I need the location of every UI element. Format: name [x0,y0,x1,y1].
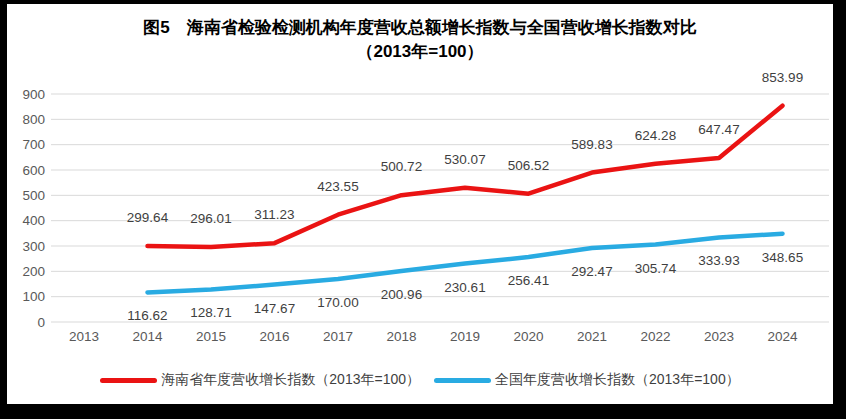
data-label-hainan: 647.47 [698,122,739,137]
x-axis-tick-label: 2019 [450,329,480,344]
line-chart-plot-area: 0 100 200 300 400 500 600 700 800 900 2013 2014 2015… [7,4,833,404]
data-label-national: 200.96 [381,287,422,302]
x-axis-tick-label: 2015 [196,329,226,344]
data-label-hainan: 589.83 [571,137,612,152]
legend-swatch-red-line [100,378,157,383]
data-label-hainan: 311.23 [254,207,294,222]
chart-legend: 海南省年度营收增长指数（2013年=100） 全国年度营收增长指数（2013年=… [7,371,833,389]
data-label-hainan: 530.07 [444,152,485,167]
legend-item-hainan: 海南省年度营收增长指数（2013年=100） [100,371,420,389]
x-axis-tick-label: 2023 [704,329,734,344]
x-axis-tick-label: 2016 [259,329,289,344]
y-axis-tick-label: 200 [22,264,45,279]
data-label-national: 116.62 [127,308,167,323]
y-axis-tick-label: 800 [22,112,45,127]
data-label-national: 305.74 [635,261,677,276]
data-label-hainan: 853.99 [762,70,803,85]
x-axis-tick-label: 2013 [69,329,99,344]
y-axis-tick-label: 100 [22,289,45,304]
x-axis-tick-label: 2024 [767,329,798,344]
data-label-hainan: 624.28 [635,128,676,143]
y-axis-tick-label: 500 [22,188,45,203]
y-axis-tick-label: 0 [37,315,45,330]
x-axis-tick-label: 2020 [513,329,543,344]
legend-item-national: 全国年度营收增长指数（2013年=100） [434,371,740,389]
screenshot-root: { "title": { "line1": "图5 海南省检验检测机构年度营收总… [0,0,846,419]
data-label-national: 348.65 [762,250,803,265]
data-label-national: 256.41 [508,273,549,288]
legend-label-hainan: 海南省年度营收增长指数（2013年=100） [161,371,420,389]
data-label-hainan: 299.64 [127,210,169,225]
chart-canvas: 图5 海南省检验检测机构年度营收总额增长指数与全国营收增长指数对比 （2013年… [7,4,833,404]
data-label-national: 230.61 [444,280,485,295]
y-axis-tick-label: 700 [22,137,45,152]
data-label-national: 333.93 [698,253,739,268]
y-axis-tick-label: 400 [22,213,45,228]
x-axis-tick-label: 2017 [323,329,353,344]
y-axis-tick-label: 300 [22,239,45,254]
data-label-national: 128.71 [190,305,231,320]
x-axis-tick-label: 2022 [640,329,670,344]
x-axis-tick-label: 2014 [132,329,163,344]
data-label-hainan: 506.52 [508,158,549,173]
data-label-hainan: 423.55 [317,179,358,194]
data-label-hainan: 500.72 [381,159,422,174]
data-label-hainan: 296.01 [190,211,231,226]
y-axis-tick-label: 600 [22,163,45,178]
legend-label-national: 全国年度营收增长指数（2013年=100） [495,371,740,389]
data-label-national: 147.67 [254,301,295,316]
data-label-national: 170.00 [317,295,358,310]
data-label-national: 292.47 [571,264,612,279]
x-axis-tick-label: 2021 [577,329,607,344]
y-axis-tick-label: 900 [22,87,45,102]
x-axis-tick-label: 2018 [386,329,416,344]
series-line-hainan [148,106,783,247]
legend-swatch-blue-line [434,378,491,383]
